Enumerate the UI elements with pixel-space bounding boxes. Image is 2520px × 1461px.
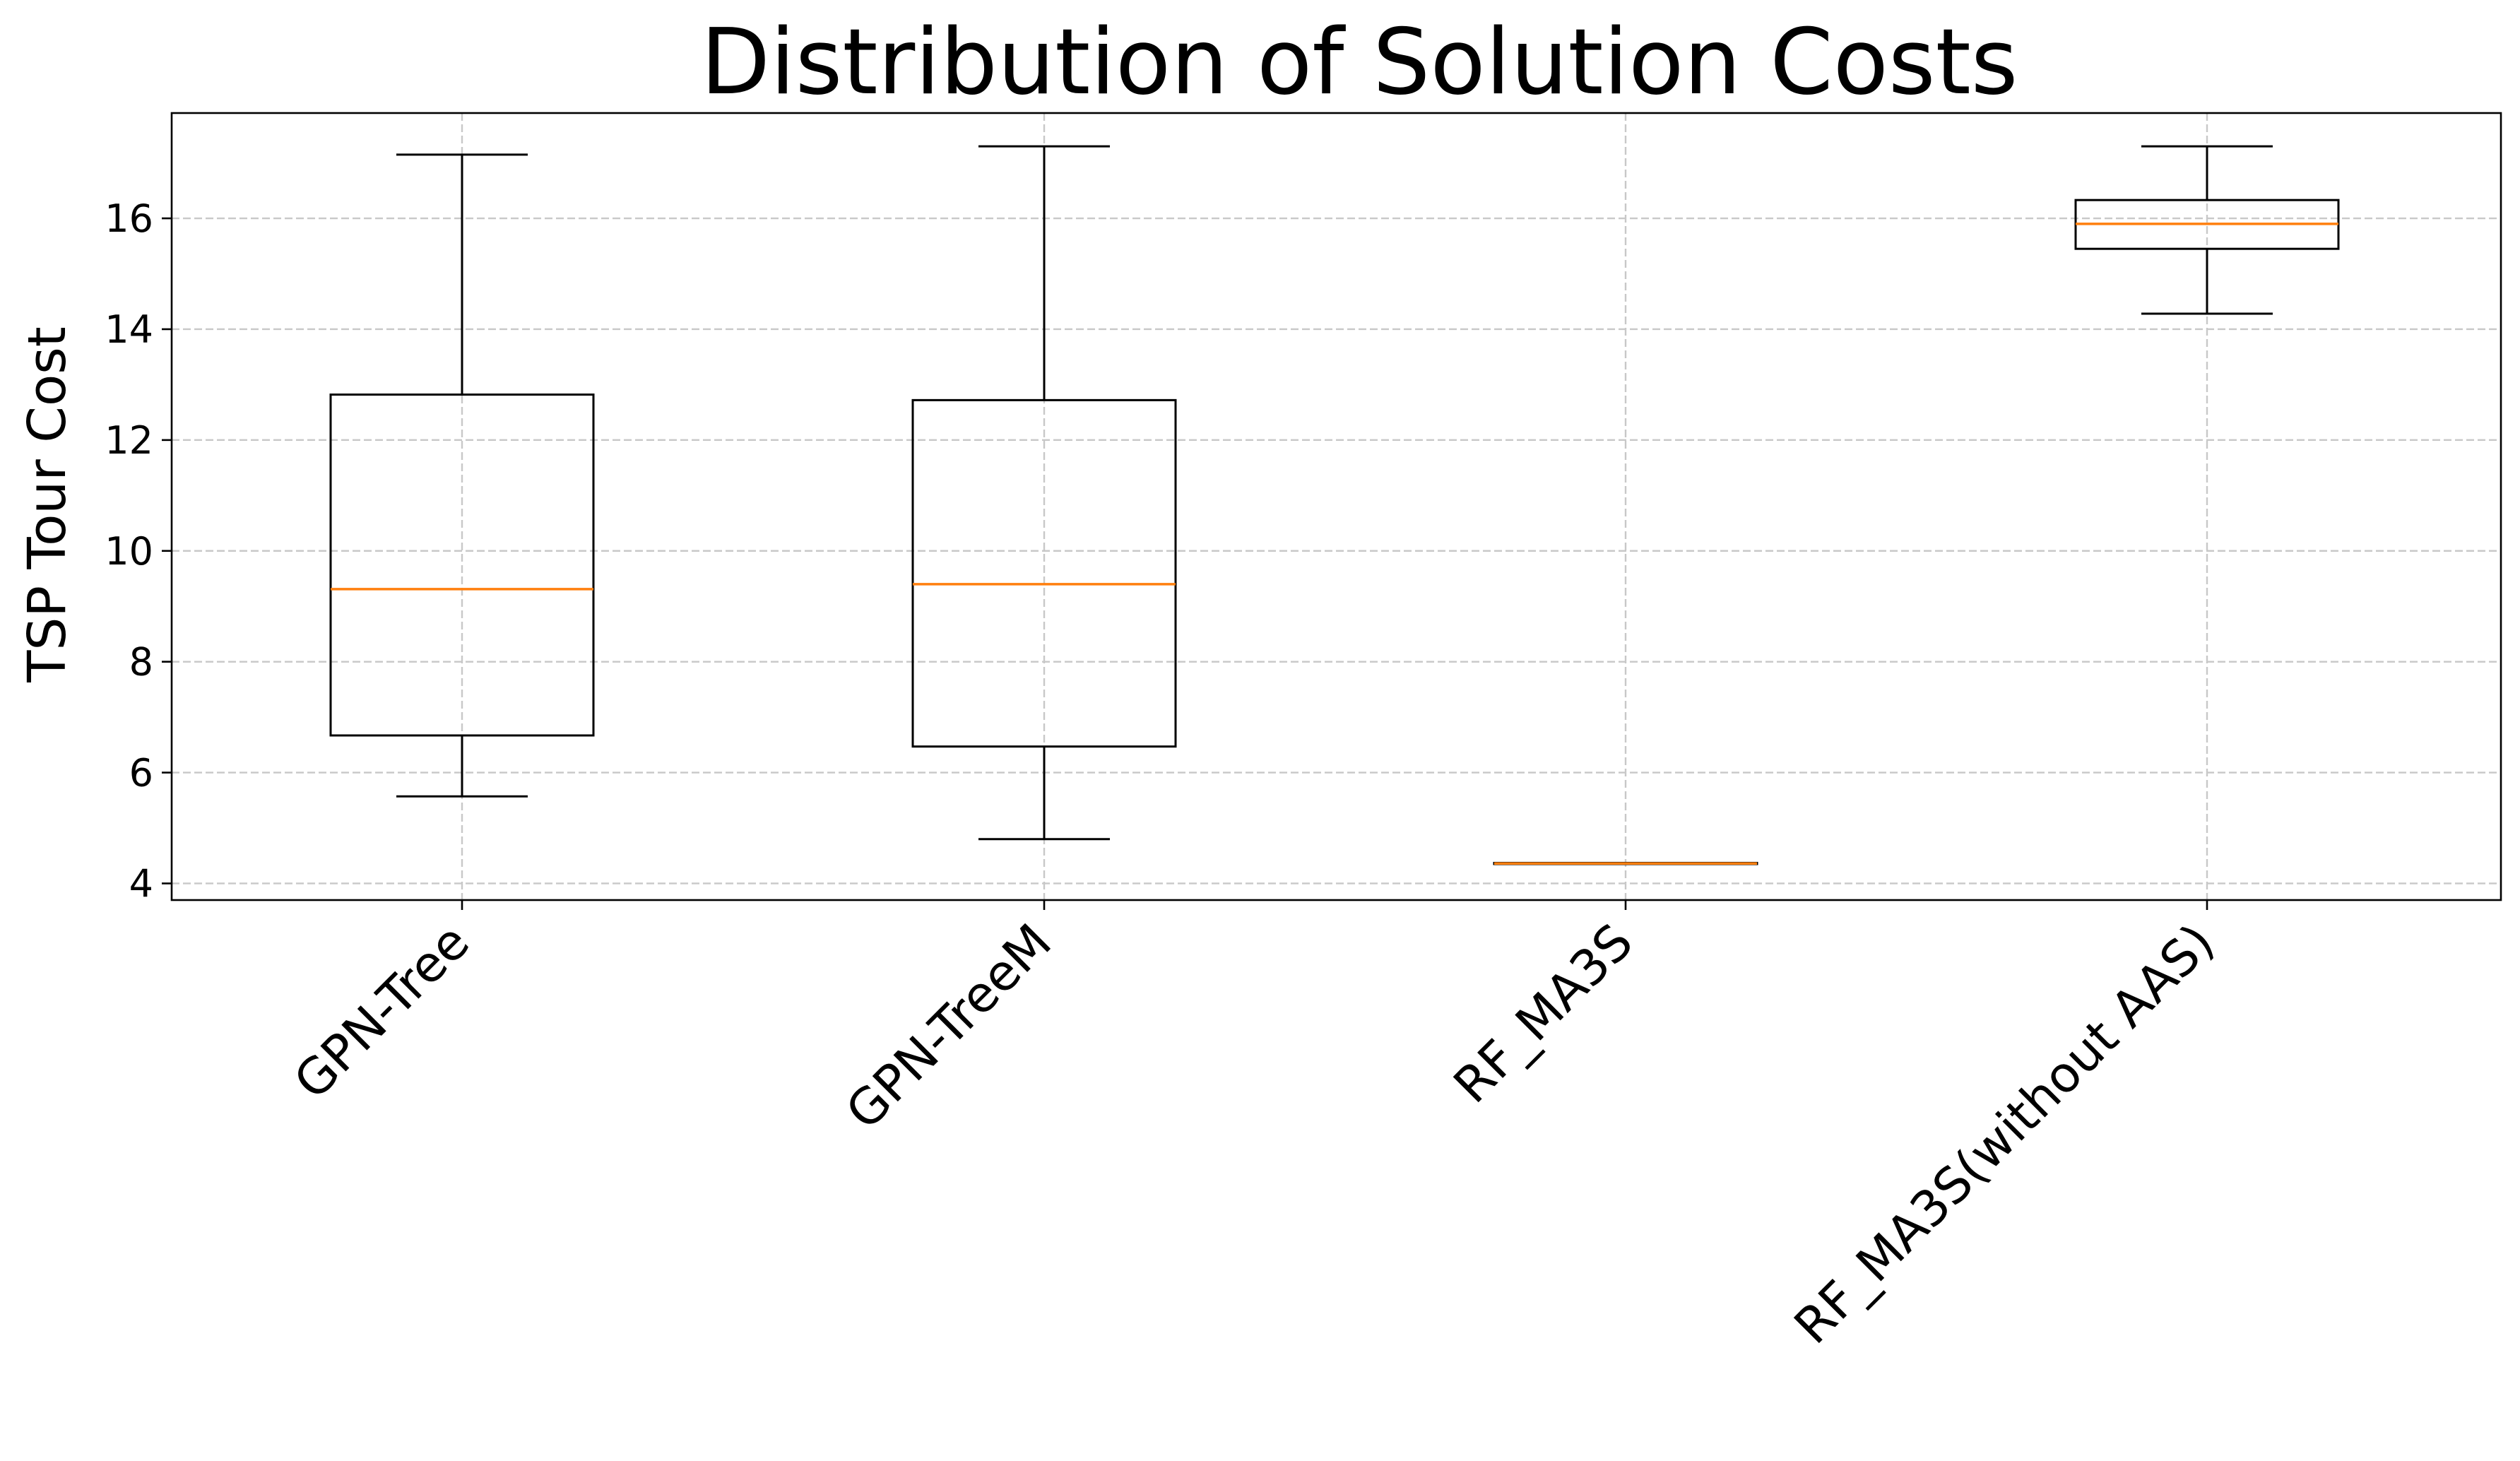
y-tick-label: 6 bbox=[129, 751, 153, 795]
x-tick-label: RF_MA3S(without AAS) bbox=[1783, 913, 2225, 1355]
iqr-box bbox=[911, 398, 1177, 748]
tick-layer: 4 6 8 10 12 14 16 GPN-Tree GPN-TreeM RF_MA3S RF_MA… bbox=[105, 196, 2225, 1355]
y-tick-label: 16 bbox=[105, 196, 153, 241]
x-tick-label: GPN-TreeM bbox=[835, 913, 1063, 1140]
y-tick-label: 8 bbox=[129, 640, 153, 685]
box-group bbox=[911, 145, 1177, 841]
y-axis-label: TSP Tour Cost bbox=[17, 326, 78, 683]
box-group bbox=[2074, 145, 2340, 315]
box-group bbox=[1493, 861, 1758, 865]
y-tick-label: 10 bbox=[105, 529, 153, 574]
x-tick-label: RF_MA3S bbox=[1443, 913, 1644, 1114]
y-tick-label: 4 bbox=[129, 861, 153, 906]
plot-frame bbox=[170, 112, 2502, 901]
box-layer bbox=[329, 145, 2340, 865]
grid-layer bbox=[172, 113, 2501, 900]
chart-title: Distribution of Solution Costs bbox=[701, 10, 2018, 115]
box-group bbox=[329, 153, 595, 798]
y-tick-label: 12 bbox=[105, 418, 153, 463]
y-tick-label: 14 bbox=[105, 307, 153, 352]
x-tick-label: GPN-Tree bbox=[283, 913, 480, 1111]
iqr-box bbox=[329, 394, 595, 737]
